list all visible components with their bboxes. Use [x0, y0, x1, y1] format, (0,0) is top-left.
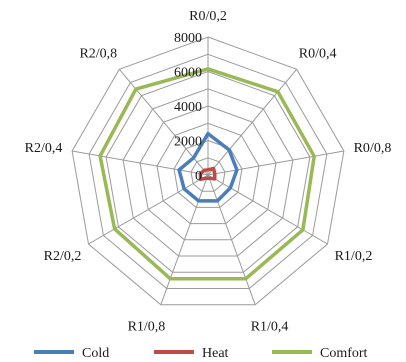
series-line-cold: [177, 131, 239, 203]
radial-tick-label: 0: [195, 169, 202, 184]
spoke: [207, 174, 256, 305]
grid-ring: [173, 139, 243, 208]
category-label: R0/0,2: [189, 9, 227, 24]
spoke: [160, 174, 209, 305]
grid-ring: [139, 105, 277, 241]
radial-tick-label: 4000: [174, 100, 202, 115]
series-line-comfort: [98, 67, 316, 281]
grid-ring-minor: [122, 88, 294, 257]
spoke: [207, 150, 344, 176]
category-label: R2/0,2: [44, 249, 82, 264]
spoke: [207, 174, 328, 245]
grid-ring-minor: [190, 157, 226, 192]
spoke: [72, 150, 209, 176]
category-label: R0/0,4: [299, 46, 337, 61]
series-lines: [98, 67, 316, 281]
category-label: R1/0,2: [335, 249, 373, 264]
category-labels: R0/0,2 R0/0,4 R0/0,8 R1/0,2 R1/0,4 R1/0,8 R2/0…: [25, 9, 392, 334]
spoke: [207, 68, 298, 176]
legend: Cold Heat Comfort: [34, 346, 368, 361]
grid-ring-minor: [156, 122, 260, 225]
grid-ring: [105, 70, 311, 273]
category-label: R0/0,8: [354, 141, 392, 156]
category-label: R1/0,8: [128, 319, 166, 334]
grid-ring: [71, 36, 345, 306]
legend-label-heat: Heat: [202, 346, 229, 361]
grid-ring-minor: [88, 53, 328, 289]
grid: [71, 36, 345, 306]
radial-tick-label: 8000: [174, 31, 202, 46]
category-label: R2/0,4: [25, 141, 63, 156]
radial-tick-label: 2000: [174, 135, 202, 150]
series-line-heat: [198, 166, 217, 182]
legend-label-cold: Cold: [82, 346, 109, 361]
category-label: R1/0,4: [251, 319, 289, 334]
spoke: [88, 174, 209, 245]
radial-tick-labels: 0 2000 4000 6000 8000: [174, 31, 202, 184]
radial-tick-label: 6000: [174, 66, 202, 81]
legend-label-comfort: Comfort: [320, 346, 368, 361]
category-label: R2/0,8: [79, 46, 117, 61]
